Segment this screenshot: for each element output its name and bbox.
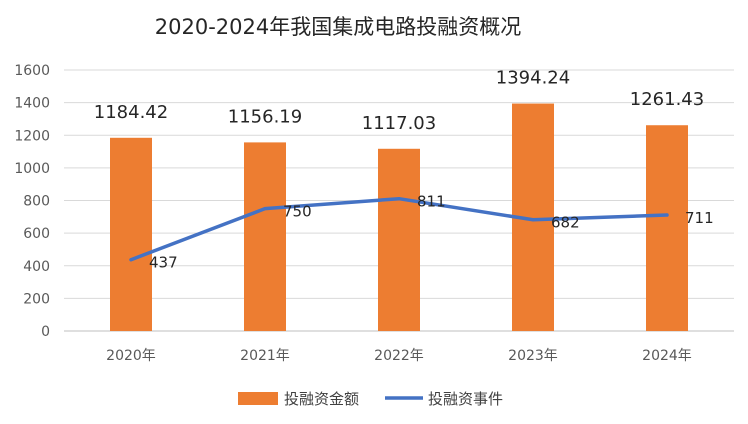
bar-data-label: 1394.24 <box>496 68 570 89</box>
legend-label: 投融资事件 <box>428 390 503 408</box>
y-tick-label: 1600 <box>14 63 50 79</box>
x-tick-label: 2024年 <box>642 348 692 364</box>
y-tick-label: 800 <box>23 194 50 210</box>
legend-label: 投融资金额 <box>284 390 359 408</box>
x-tick-label: 2021年 <box>240 348 290 364</box>
legend-swatch-bar <box>238 392 278 405</box>
x-tick-label: 2023年 <box>508 348 558 364</box>
bar <box>110 137 152 331</box>
line-point <box>531 218 535 222</box>
bar-data-label: 1117.03 <box>362 113 436 134</box>
x-tick-label: 2020年 <box>106 348 156 364</box>
bar-data-label: 1261.43 <box>630 89 704 110</box>
bar <box>244 142 286 331</box>
legend: 投融资金额 投融资事件 <box>238 390 503 408</box>
bar <box>378 148 420 331</box>
bar-data-label: 1184.42 <box>94 102 168 123</box>
y-axis-ticks: 0 200 400 600 800 1000 1200 1400 1600 <box>14 63 50 340</box>
y-tick-label: 600 <box>23 226 50 242</box>
y-tick-label: 1400 <box>14 96 50 112</box>
bar <box>646 125 688 331</box>
line-data-label: 437 <box>149 254 178 272</box>
x-tick-label: 2022年 <box>374 348 424 364</box>
line-point <box>129 258 133 262</box>
line-point <box>263 207 267 211</box>
line-data-label: 711 <box>685 209 714 227</box>
y-tick-label: 1000 <box>14 161 50 177</box>
y-tick-label: 1200 <box>14 128 50 144</box>
line-point <box>397 197 401 201</box>
line-series: 437 750 811 682 711 <box>129 193 714 272</box>
line-data-label: 750 <box>283 203 312 221</box>
line-data-label: 682 <box>551 214 580 232</box>
y-tick-label: 400 <box>23 259 50 275</box>
y-tick-label: 0 <box>41 324 50 340</box>
line-point <box>665 213 669 217</box>
y-tick-label: 200 <box>23 291 50 307</box>
chart-title: 2020-2024年我国集成电路投融资概况 <box>155 15 521 39</box>
bar-data-label: 1156.19 <box>228 106 302 127</box>
line-data-label: 811 <box>417 193 446 211</box>
bar-series: 1184.42 1156.19 1117.03 1394.24 1261.43 <box>94 68 704 331</box>
x-axis-ticks: 2020年 2021年 2022年 2023年 2024年 <box>106 348 692 364</box>
